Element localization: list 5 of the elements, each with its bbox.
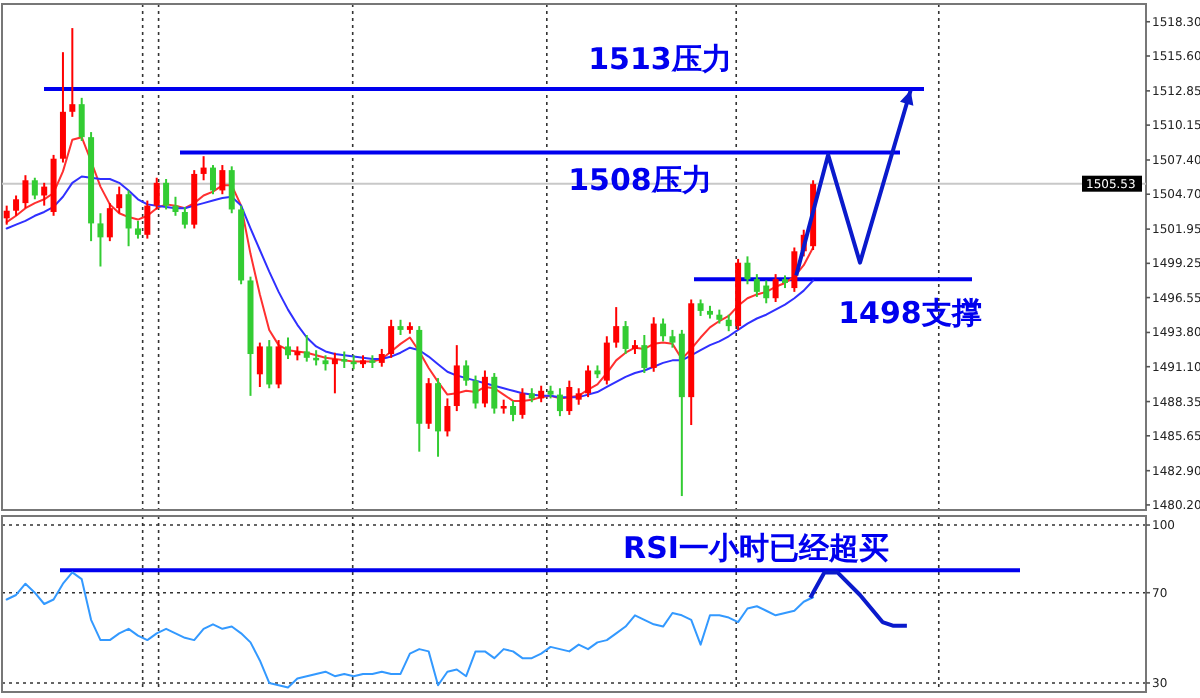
- ref-line-label: 1513压力: [588, 40, 732, 77]
- ref-line-label: 1498支撑: [838, 295, 982, 332]
- ref-line-label: 1508压力: [568, 162, 712, 199]
- ref-line-label: RSI一小时已经超买: [623, 530, 889, 567]
- line-series: [5, 571, 815, 689]
